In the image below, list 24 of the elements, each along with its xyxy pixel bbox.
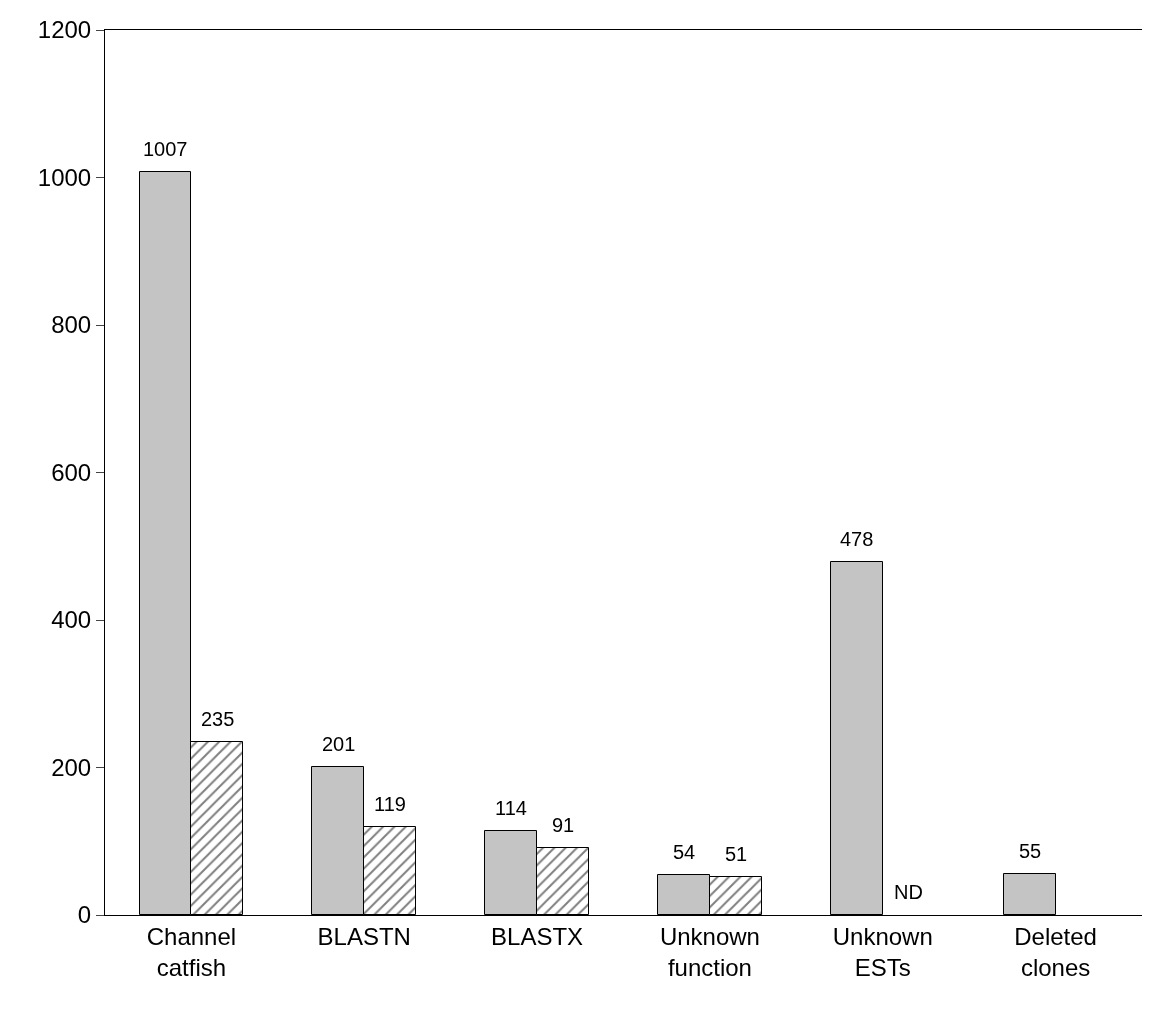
data-label: 478 [840,528,874,550]
data-label: 119 [374,793,406,815]
y-tick-label: 800 [51,311,92,339]
x-tick-label: Unknown ESTs [832,922,933,981]
data-label: 235 [201,708,235,730]
y-tick-label: 200 [51,753,92,781]
text: ND [894,881,923,903]
data-label: 51 [725,843,748,865]
data-label: 1007 [143,138,188,160]
y-tick-label: 0 [77,901,92,929]
y-tick-label: 600 [51,458,92,486]
y-tick-label: 1200 [37,16,92,44]
x-tick-label: Channel catfish [146,922,237,981]
x-tick-label: BLASTX [491,922,584,950]
data-label: 55 [1019,840,1042,862]
data-label: 114 [495,797,527,819]
x-tick-label: Deleted clones [1014,922,1097,981]
data-label: 54 [673,841,696,863]
y-tick-label: 400 [51,606,92,634]
data-label: 201 [322,733,356,755]
x-tick-label: BLASTN [317,922,411,950]
y-tick-label: 1000 [37,163,92,191]
x-tick-label: Unknown function [659,922,760,981]
data-label: 91 [552,814,575,836]
